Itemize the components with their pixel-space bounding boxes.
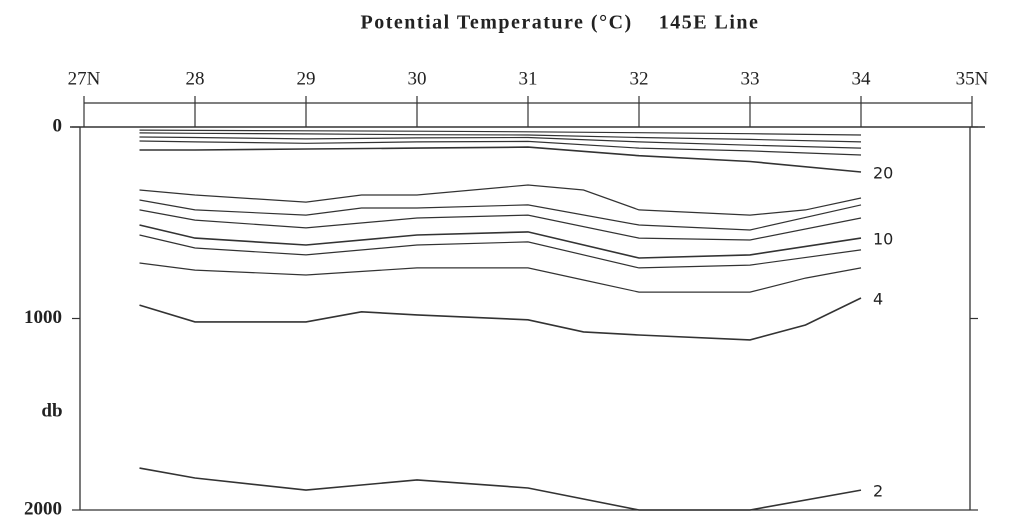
contour-line bbox=[139, 132, 862, 143]
contour-line bbox=[139, 146, 862, 173]
contour-label: 4 bbox=[873, 290, 883, 309]
contour-line bbox=[139, 224, 862, 259]
x-tick-label: 27N bbox=[68, 68, 101, 89]
contour-line bbox=[139, 129, 862, 136]
contour-label: 20 bbox=[873, 164, 893, 183]
contour-label: 10 bbox=[873, 230, 893, 249]
x-tick-label: 29 bbox=[297, 68, 316, 89]
x-tick-label: 30 bbox=[408, 68, 427, 89]
contour-label: 2 bbox=[873, 482, 883, 501]
x-tick-label: 34 bbox=[852, 68, 872, 89]
contour-line bbox=[139, 262, 862, 293]
y-tick-label: 1000 bbox=[24, 307, 62, 328]
y-axis-label: db bbox=[41, 400, 62, 421]
contour-line bbox=[139, 467, 862, 511]
x-tick-label: 32 bbox=[630, 68, 649, 89]
x-tick-label: 28 bbox=[186, 68, 205, 89]
contour-line bbox=[139, 209, 862, 241]
contour-line bbox=[139, 136, 862, 149]
y-tick-label: 2000 bbox=[24, 498, 62, 519]
chart-title: Potential Temperature (°C) 145E Line bbox=[361, 12, 760, 34]
contour-line bbox=[139, 184, 862, 216]
x-tick-label: 31 bbox=[519, 68, 538, 89]
contour-line bbox=[139, 199, 862, 231]
contour-line bbox=[139, 297, 862, 341]
contour-line bbox=[139, 140, 862, 156]
contour-line bbox=[139, 234, 862, 269]
x-tick-label: 33 bbox=[741, 68, 760, 89]
y-tick-label: 0 bbox=[53, 115, 63, 136]
x-tick-label: 35N bbox=[956, 68, 989, 89]
